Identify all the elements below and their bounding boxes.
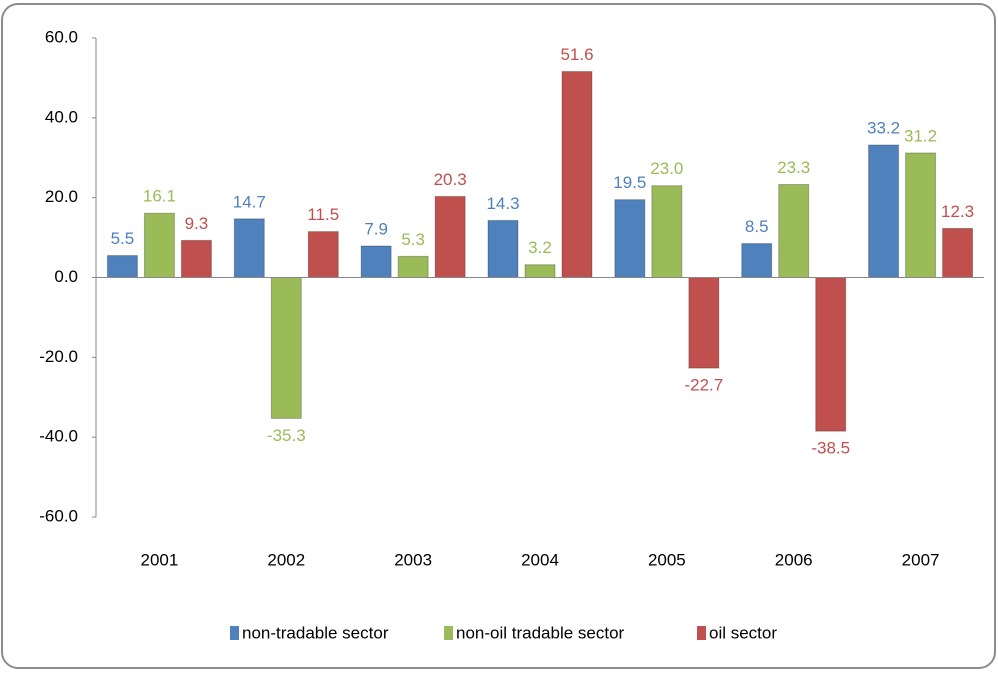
- data-label: 12.3: [941, 202, 974, 221]
- bar: [688, 277, 720, 369]
- data-label: 16.1: [143, 187, 176, 206]
- legend-label: oil sector: [709, 623, 777, 642]
- bar: [614, 199, 646, 279]
- y-tick-label: 40.0: [45, 107, 78, 126]
- y-tick-label: -20.0: [39, 347, 78, 366]
- data-label: 7.9: [364, 219, 388, 238]
- bar: [180, 239, 212, 279]
- bar: [942, 227, 974, 278]
- data-label: 14.7: [233, 192, 266, 211]
- y-tick-label: -40.0: [39, 427, 78, 446]
- bar: [561, 71, 593, 278]
- x-tick-label: 2002: [267, 550, 305, 569]
- data-label: -35.3: [267, 426, 306, 445]
- y-tick-label: 60.0: [45, 27, 78, 46]
- bar: [270, 277, 302, 419]
- data-label: 51.6: [560, 45, 593, 64]
- x-tick-label: 2007: [902, 550, 940, 569]
- data-label: 23.3: [777, 158, 810, 177]
- data-label: -38.5: [811, 439, 850, 458]
- x-tick-label: 2003: [394, 550, 432, 569]
- y-tick-label: -60.0: [39, 506, 78, 525]
- chart-frame: [1, 3, 996, 669]
- data-label: 19.5: [613, 173, 646, 192]
- bar: [143, 212, 175, 278]
- x-tick-label: 2005: [648, 550, 686, 569]
- bar: [905, 152, 937, 279]
- data-label: 3.2: [528, 238, 552, 257]
- x-tick-label: 2004: [521, 550, 559, 569]
- bar: [487, 219, 519, 279]
- y-tick-label: 0.0: [54, 267, 78, 286]
- data-label: 23.0: [650, 159, 683, 178]
- data-label: 9.3: [185, 214, 209, 233]
- bar: [778, 183, 810, 279]
- data-label: 14.3: [486, 194, 519, 213]
- data-label: 11.5: [307, 205, 339, 224]
- data-label: 31.2: [904, 126, 937, 145]
- data-label: 5.3: [401, 230, 425, 249]
- x-tick-label: 2006: [775, 550, 813, 569]
- bar: [524, 264, 556, 278]
- legend-label: non-tradable sector: [242, 623, 389, 642]
- bar: [106, 255, 138, 279]
- bar: [741, 243, 773, 278]
- bar: [360, 245, 392, 279]
- bar: [815, 277, 847, 432]
- data-label: 8.5: [745, 217, 769, 236]
- legend-swatch: [697, 626, 706, 640]
- legend-swatch: [444, 626, 453, 640]
- y-tick-label: 20.0: [45, 187, 78, 206]
- bar: [397, 255, 429, 279]
- data-label: -22.7: [684, 376, 723, 395]
- legend-swatch: [230, 626, 239, 640]
- data-label: 20.3: [434, 170, 467, 189]
- bar: [868, 144, 900, 278]
- bar: [307, 231, 339, 279]
- bar: [651, 185, 683, 278]
- x-tick-label: 2001: [141, 550, 179, 569]
- bar: [233, 218, 265, 278]
- legend-label: non-oil tradable sector: [456, 623, 625, 642]
- data-label: 5.5: [111, 229, 135, 248]
- bar: [434, 195, 466, 278]
- data-label: 33.2: [867, 118, 900, 137]
